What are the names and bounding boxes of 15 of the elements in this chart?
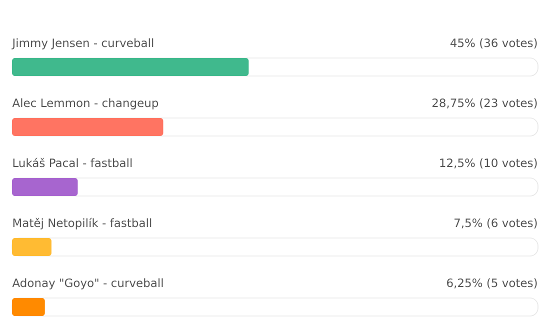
y-tick-label: Matěj Netopilík - fastball — [13, 218, 152, 230]
y-tick-label: Adonay "Goyo" - curveball — [12, 278, 163, 290]
data-label: 7,5% (6 votes) — [454, 218, 537, 229]
y-tick-label: Lukáš Pacal - fastball — [13, 158, 132, 168]
data-label: 12,5% (10 votes) — [440, 158, 537, 169]
bar — [12, 238, 52, 256]
bar — [12, 298, 45, 316]
data-label: 6,25% (5 votes) — [447, 278, 537, 289]
bar — [12, 118, 164, 136]
y-tick-label: Jimmy Jensen - curveball — [12, 38, 154, 50]
data-label: 45% (36 votes) — [450, 38, 537, 49]
data-label: 28,75% (23 votes) — [432, 98, 537, 109]
bar — [12, 178, 78, 196]
bar — [12, 58, 249, 76]
y-tick-label: Alec Lemmon - changeup — [12, 98, 158, 110]
